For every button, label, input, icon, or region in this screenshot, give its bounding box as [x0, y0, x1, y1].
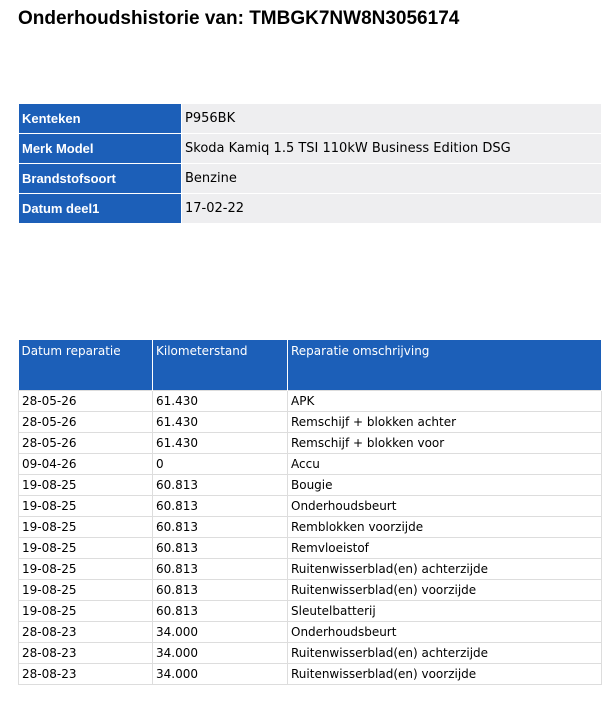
repair-cell: 28-08-23 — [18, 621, 153, 643]
field-label: Datum deel1 — [18, 193, 182, 224]
repair-cell: 60.813 — [152, 495, 288, 517]
repair-row: 28-05-26 61.430 Remschijf + blokken achter — [18, 411, 602, 433]
repair-cell: Onderhoudsbeurt — [287, 495, 602, 517]
repair-cell: Onderhoudsbeurt — [287, 621, 602, 643]
repair-cell: 60.813 — [152, 579, 288, 601]
repair-row: 19-08-25 60.813 Bougie — [18, 474, 602, 496]
repair-cell: 09-04-26 — [18, 453, 153, 475]
repair-cell: 19-08-25 — [18, 600, 153, 622]
repair-cell: Remblokken voorzijde — [287, 516, 602, 538]
field-label: Kenteken — [18, 103, 182, 134]
repair-row: 19-08-25 60.813 Remvloeistof — [18, 537, 602, 559]
repair-cell: 19-08-25 — [18, 495, 153, 517]
repair-cell: 60.813 — [152, 558, 288, 580]
field-value: Benzine — [181, 163, 602, 194]
repair-row: 09-04-26 0 Accu — [18, 453, 602, 475]
repair-cell: APK — [287, 390, 602, 412]
repair-cell: Ruitenwisserblad(en) achterzijde — [287, 558, 602, 580]
vehicle-table: Kenteken P956BK Merk Model Skoda Kamiq 1.5 … — [18, 103, 602, 224]
repair-cell: Ruitenwisserblad(en) voorzijde — [287, 579, 602, 601]
repair-cell: 34.000 — [152, 621, 288, 643]
repair-cell: 19-08-25 — [18, 558, 153, 580]
vehicle-row: Datum deel1 17-02-22 — [18, 193, 602, 224]
repair-cell: 61.430 — [152, 432, 288, 454]
repair-cell: Remschijf + blokken voor — [287, 432, 602, 454]
repair-cell: Remvloeistof — [287, 537, 602, 559]
field-label: Merk Model — [18, 133, 182, 164]
repair-row: 19-08-25 60.813 Ruitenwisserblad(en) voorz… — [18, 579, 602, 601]
field-value: P956BK — [181, 103, 602, 134]
repair-cell: 19-08-25 — [18, 474, 153, 496]
column-header: Reparatie omschrijving — [287, 340, 602, 391]
page-title: Onderhoudshistorie van: TMBGK7NW8N305617… — [18, 8, 460, 29]
repair-cell: 60.813 — [152, 537, 288, 559]
repair-cell: Accu — [287, 453, 602, 475]
repair-cell: 60.813 — [152, 516, 288, 538]
repair-row: 28-08-23 34.000 Ruitenwisserblad(en) achte… — [18, 642, 602, 664]
header-row: Datum reparatie Kilometerstand Reparatie o… — [18, 340, 602, 391]
repair-cell: 28-05-26 — [18, 390, 153, 412]
repair-row: 19-08-25 60.813 Sleutelbatterij — [18, 600, 602, 622]
repair-row: 19-08-25 60.813 Remblokken voorzijde — [18, 516, 602, 538]
column-header: Datum reparatie — [18, 340, 153, 391]
repair-cell: 61.430 — [152, 390, 288, 412]
repair-cell: 28-05-26 — [18, 432, 153, 454]
repair-cell: 28-08-23 — [18, 663, 153, 685]
repair-row: 28-08-23 34.000 Onderhoudsbeurt — [18, 621, 602, 643]
repair-cell: Sleutelbatterij — [287, 600, 602, 622]
repair-row: 19-08-25 60.813 Onderhoudsbeurt — [18, 495, 602, 517]
repair-cell: 28-05-26 — [18, 411, 153, 433]
field-label: Brandstofsoort — [18, 163, 182, 194]
repair-cell: 61.430 — [152, 411, 288, 433]
vehicle-row: Merk Model Skoda Kamiq 1.5 TSI 110kW Busi… — [18, 133, 602, 164]
repair-row: 28-05-26 61.430 APK — [18, 390, 602, 412]
repair-cell: 60.813 — [152, 600, 288, 622]
repair-cell: 28-08-23 — [18, 642, 153, 664]
repair-cell: 60.813 — [152, 474, 288, 496]
repairs-table: Datum reparatie Kilometerstand Reparatie o… — [18, 340, 602, 685]
column-header: Kilometerstand — [152, 340, 288, 391]
repair-row: 28-05-26 61.430 Remschijf + blokken voor — [18, 432, 602, 454]
repair-cell: 0 — [152, 453, 288, 475]
vehicle-row: Kenteken P956BK — [18, 103, 602, 134]
repair-cell: 34.000 — [152, 663, 288, 685]
vehicle-row: Brandstofsoort Benzine — [18, 163, 602, 194]
repair-row: 19-08-25 60.813 Ruitenwisserblad(en) achte… — [18, 558, 602, 580]
repair-cell: Bougie — [287, 474, 602, 496]
repair-cell: 34.000 — [152, 642, 288, 664]
repair-row: 28-08-23 34.000 Ruitenwisserblad(en) voorz… — [18, 663, 602, 685]
repair-cell: Ruitenwisserblad(en) achterzijde — [287, 642, 602, 664]
repair-cell: 19-08-25 — [18, 579, 153, 601]
repair-cell: Ruitenwisserblad(en) voorzijde — [287, 663, 602, 685]
repair-cell: 19-08-25 — [18, 516, 153, 538]
repair-cell: 19-08-25 — [18, 537, 153, 559]
field-value: Skoda Kamiq 1.5 TSI 110kW Business Editi… — [181, 133, 602, 164]
repair-cell: Remschijf + blokken achter — [287, 411, 602, 433]
field-value: 17-02-22 — [181, 193, 602, 224]
